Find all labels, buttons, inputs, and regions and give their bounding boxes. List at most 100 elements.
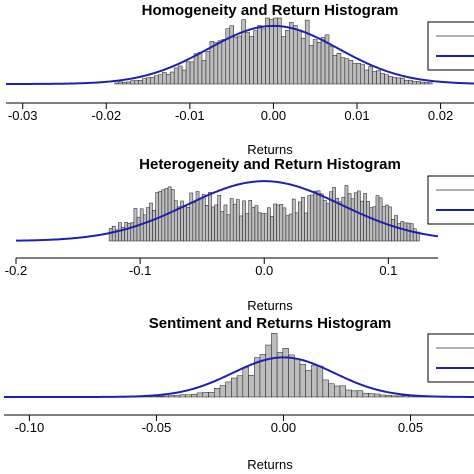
heterogeneity-bar xyxy=(406,222,411,242)
heterogeneity-bar xyxy=(183,205,187,242)
homogeneity-bar xyxy=(189,61,195,85)
homogeneity-bar xyxy=(118,81,123,85)
homogeneity-bar xyxy=(316,42,322,85)
sentiment-bar xyxy=(179,394,186,398)
sentiment-bar xyxy=(225,381,232,398)
sentiment-bar xyxy=(334,385,341,398)
homogeneity-bar xyxy=(154,75,159,85)
sentiment-bar xyxy=(248,374,255,398)
heterogeneity-bar xyxy=(201,194,206,242)
heterogeneity-bar xyxy=(304,212,308,242)
homogeneity-bar xyxy=(356,63,362,85)
homogeneity-bars xyxy=(114,17,433,85)
heterogeneity-bar xyxy=(177,206,181,242)
heterogeneity-bar xyxy=(111,225,116,242)
sentiment-bar xyxy=(168,395,175,398)
sentiment-bar xyxy=(374,393,381,398)
homogeneity-bar xyxy=(420,81,425,85)
heterogeneity-bar xyxy=(344,185,349,242)
heterogeneity-bar xyxy=(198,197,203,242)
homogeneity-bar xyxy=(328,45,334,85)
homogeneity-bar xyxy=(177,65,183,85)
homogeneity-bar xyxy=(388,76,393,85)
homogeneity-bar xyxy=(261,28,266,85)
heterogeneity-legend xyxy=(427,175,474,225)
heterogeneity-bar xyxy=(236,199,240,242)
heterogeneity-bar xyxy=(136,216,141,242)
sentiment-bar xyxy=(191,394,198,398)
homogeneity-bar xyxy=(193,53,199,85)
heterogeneity-bar xyxy=(251,207,256,242)
homogeneity-bar xyxy=(142,78,147,85)
heterogeneity-bar xyxy=(245,213,249,242)
homogeneity-bar xyxy=(360,64,365,85)
sentiment-bar xyxy=(328,383,335,398)
homogeneity-bar xyxy=(253,30,258,85)
heterogeneity-bar xyxy=(326,203,330,242)
sentiment-bars xyxy=(105,333,449,398)
homogeneity-bar xyxy=(114,82,119,85)
heterogeneity-x-ticks: -0.2 -0.1 0.0 0.1 xyxy=(5,258,397,278)
homogeneity-bar xyxy=(348,59,354,85)
heterogeneity-bar xyxy=(189,192,194,242)
sentiment-bar xyxy=(396,395,404,398)
heterogeneity-bar xyxy=(288,213,293,242)
heterogeneity-tick-label: 0.0 xyxy=(255,263,273,278)
heterogeneity-bar xyxy=(242,200,246,242)
sentiment-bar xyxy=(385,395,392,398)
homogeneity-bar xyxy=(277,17,282,85)
sentiment-bar xyxy=(305,370,312,398)
homogeneity-bar xyxy=(169,71,175,85)
heterogeneity-bar xyxy=(273,203,277,242)
sentiment-bar xyxy=(391,395,398,398)
heterogeneity-bar xyxy=(291,198,296,242)
heterogeneity-tick-label: -0.1 xyxy=(129,263,151,278)
sentiment-tick-label: -0.05 xyxy=(142,420,172,435)
homogeneity-bar xyxy=(352,63,358,85)
heterogeneity-bar xyxy=(397,223,402,242)
homogeneity-bar xyxy=(308,45,314,85)
heterogeneity-bar xyxy=(335,197,339,242)
heterogeneity-bar xyxy=(341,197,346,242)
sentiment-bar xyxy=(162,395,169,398)
homogeneity-bar xyxy=(165,73,171,85)
homogeneity-bar xyxy=(269,19,274,85)
homogeneity-bar xyxy=(285,30,290,85)
homogeneity-bar xyxy=(368,66,373,85)
homogeneity-bar xyxy=(185,61,191,85)
heterogeneity-bar xyxy=(366,201,370,242)
heterogeneity-bar xyxy=(170,189,175,242)
sentiment-bar xyxy=(345,389,352,398)
heterogeneity-bar xyxy=(307,195,312,242)
homogeneity-bar xyxy=(229,25,234,85)
homogeneity-bar xyxy=(380,73,385,85)
heterogeneity-bar xyxy=(208,192,212,242)
heterogeneity-bar xyxy=(276,204,281,242)
homogeneity-bar xyxy=(221,39,227,85)
homogeneity-bar xyxy=(245,32,250,85)
heterogeneity-bar xyxy=(214,204,218,242)
homogeneity-bar xyxy=(162,72,167,85)
heterogeneity-bar xyxy=(192,202,197,242)
heterogeneity-bar xyxy=(211,206,215,242)
homogeneity-bar xyxy=(293,25,298,85)
sentiment-x-ticks: -0.10 -0.05 0.00 0.05 xyxy=(15,415,423,435)
homogeneity-bar xyxy=(320,37,326,85)
heterogeneity-tick-label: 0.1 xyxy=(379,263,397,278)
homogeneity-tick-label: 0.02 xyxy=(428,108,453,123)
heterogeneity-panel: Heterogeneity and Return Histogram -0.2-… xyxy=(5,156,474,313)
heterogeneity-bar xyxy=(360,200,364,242)
sentiment-bar xyxy=(271,333,278,398)
heterogeneity-x-label: Returns xyxy=(247,298,293,313)
homogeneity-bar xyxy=(336,53,342,85)
heterogeneity-bar xyxy=(205,205,209,242)
heterogeneity-bar xyxy=(263,213,268,242)
sentiment-bar xyxy=(368,393,375,398)
sentiment-x-label: Returns xyxy=(247,457,293,472)
homogeneity-bar xyxy=(181,69,187,85)
homogeneity-bar xyxy=(126,81,131,85)
heterogeneity-bar xyxy=(130,222,135,242)
homogeneity-bar xyxy=(424,82,429,85)
homogeneity-bar xyxy=(217,40,223,85)
